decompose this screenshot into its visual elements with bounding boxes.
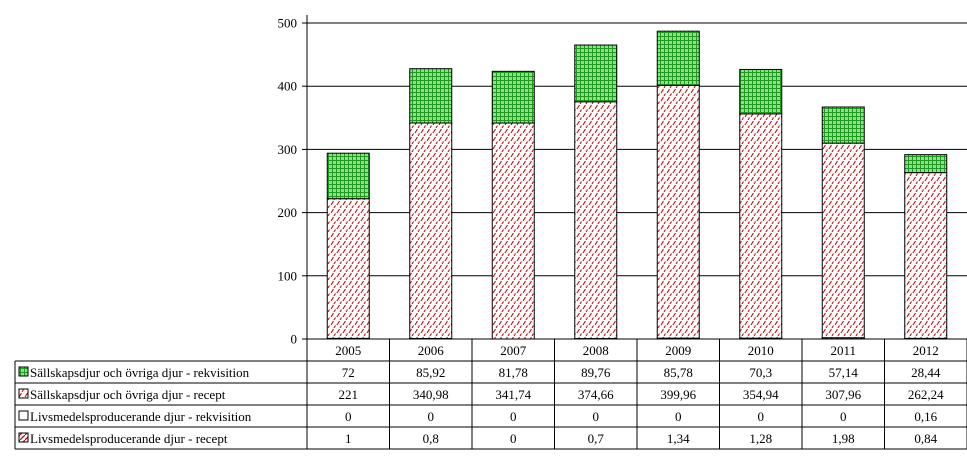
bar-segment-2006-s2 bbox=[409, 122, 453, 339]
y-tick-label: 300 bbox=[278, 142, 298, 157]
table-cell-value: 28,44 bbox=[911, 365, 941, 380]
table-cell-value: 1 bbox=[345, 431, 352, 446]
bar-segment-2008-s2 bbox=[574, 101, 618, 340]
bar-segment-2012-s3 bbox=[904, 154, 948, 174]
bar-segment-2010-s3 bbox=[739, 68, 783, 115]
y-axis-ticks: 0 100 200 300 400 500 bbox=[278, 16, 307, 347]
table-cell-value: 85,78 bbox=[664, 365, 693, 380]
table-row: Sällskapsdjur och övriga djur - rekvisit… bbox=[18, 365, 941, 380]
table-cell-value: 0,8 bbox=[423, 431, 439, 446]
bar-segment-2007-s2 bbox=[491, 122, 535, 340]
x-category-label: 2007 bbox=[500, 343, 527, 358]
bar-segment-2006-s3 bbox=[409, 68, 453, 124]
legend-label: Sällskapsdjur och övriga djur - rekvisit… bbox=[30, 365, 250, 380]
table-cell-value: 340,98 bbox=[413, 387, 449, 402]
table-cell-value: 0 bbox=[593, 409, 600, 424]
bar-segment-2005-s2 bbox=[326, 198, 370, 339]
bar-segment-2012-s2 bbox=[904, 172, 948, 339]
table-row: Livsmedelsproducerande djur - recept 1 0,8… bbox=[18, 431, 938, 446]
legend-label: Livsmedelsproducerande djur - recept bbox=[30, 431, 228, 446]
table-cell-value: 85,92 bbox=[416, 365, 445, 380]
data-table: 2005 2006 2007 2008 2009 2010 2011 2012 Sällskap… bbox=[14, 338, 967, 450]
bar-segment-2005-s3 bbox=[326, 152, 370, 200]
x-category-label: 2008 bbox=[583, 343, 609, 358]
x-category-label: 2009 bbox=[665, 343, 691, 358]
table-cell-value: 354,94 bbox=[743, 387, 779, 402]
table-cell-value: 399,96 bbox=[660, 387, 696, 402]
legend-key bbox=[18, 366, 29, 377]
table-cell-value: 0 bbox=[675, 409, 682, 424]
table-cell-value: 1,28 bbox=[749, 431, 772, 446]
table-cell-value: 0,7 bbox=[588, 431, 605, 446]
grid-lines bbox=[307, 22, 967, 277]
bar-segment-2011-s2 bbox=[821, 142, 865, 339]
legend-label: Sällskapsdjur och övriga djur - recept bbox=[30, 387, 226, 402]
table-cell-value: 0,84 bbox=[914, 431, 937, 446]
legend-key bbox=[18, 410, 29, 421]
x-category-label: 2011 bbox=[830, 343, 856, 358]
table-cell-value: 0 bbox=[758, 409, 765, 424]
table-cell-value: 0,16 bbox=[914, 409, 937, 424]
table-cell-value: 341,74 bbox=[495, 387, 531, 402]
bar-segment-2011-s3 bbox=[821, 106, 865, 144]
x-category-label: 2010 bbox=[748, 343, 774, 358]
table-cell-value: 0 bbox=[510, 431, 517, 446]
y-tick-label: 400 bbox=[278, 79, 298, 94]
bar-segment-2009-s2 bbox=[656, 84, 700, 339]
x-category-label: 2006 bbox=[418, 343, 445, 358]
table-row: Livsmedelsproducerande djur - rekvisitio… bbox=[18, 409, 938, 424]
table-cell-value: 70,3 bbox=[749, 365, 772, 380]
legend-key bbox=[18, 432, 29, 443]
table-cell-value: 81,78 bbox=[499, 365, 528, 380]
table-cell-value: 307,96 bbox=[825, 387, 861, 402]
table-cell-value: 221 bbox=[339, 387, 359, 402]
table-cell-value: 57,14 bbox=[829, 365, 859, 380]
table-cell-value: 1,98 bbox=[832, 431, 855, 446]
bars bbox=[326, 30, 948, 340]
bar-segment-2008-s3 bbox=[574, 44, 618, 103]
y-tick-label: 100 bbox=[278, 268, 298, 283]
y-tick-label: 200 bbox=[278, 205, 298, 220]
x-category-label: 2012 bbox=[913, 343, 939, 358]
table-cell-value: 262,24 bbox=[908, 387, 944, 402]
legend-label: Livsmedelsproducerande djur - rekvisitio… bbox=[30, 409, 252, 424]
bar-segment-2007-s3 bbox=[491, 70, 535, 124]
table-row: Sällskapsdjur och övriga djur - recept 22… bbox=[18, 387, 944, 402]
table-cell-value: 1,34 bbox=[667, 431, 690, 446]
table-cell-value: 72 bbox=[342, 365, 355, 380]
table-cell-value: 0 bbox=[510, 409, 517, 424]
bar-segment-2010-s2 bbox=[739, 113, 783, 339]
y-tick-label: 0 bbox=[291, 332, 298, 347]
y-tick-label: 500 bbox=[278, 16, 298, 31]
legend-key bbox=[18, 388, 29, 399]
table-cell-value: 89,76 bbox=[581, 365, 611, 380]
table-cell-value: 0 bbox=[345, 409, 352, 424]
table-cell-value: 0 bbox=[428, 409, 435, 424]
bar-segment-2009-s3 bbox=[656, 30, 700, 86]
table-cell-value: 374,66 bbox=[578, 387, 614, 402]
x-category-label: 2005 bbox=[335, 343, 361, 358]
table-cell-value: 0 bbox=[840, 409, 847, 424]
